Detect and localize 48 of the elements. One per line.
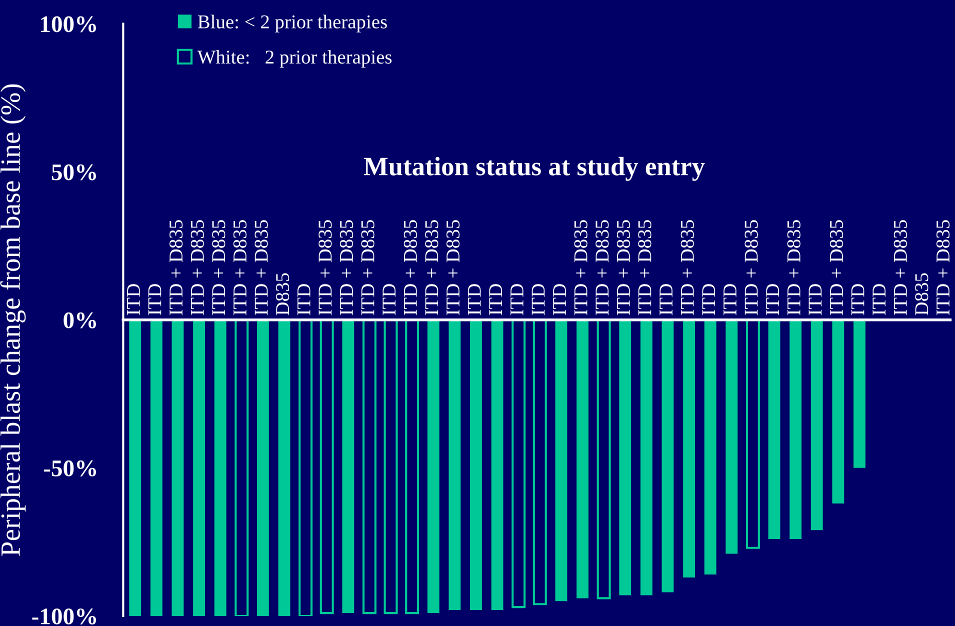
x-tick-label: ITD + D835 xyxy=(169,220,183,316)
x-tick-label: ITD + D835 xyxy=(361,220,374,316)
x-tick-label: ITD + D835 xyxy=(233,220,247,316)
x-tick-label: ITD + D835 xyxy=(894,220,907,316)
x-tick-label: ITD + D835 xyxy=(787,220,800,316)
x-tick-label: ITD + D835 xyxy=(574,220,588,316)
x-tick-label: ITD xyxy=(489,284,502,316)
x-tick-label: ITD xyxy=(532,284,545,316)
x-tick-label: ITD + D835 xyxy=(254,220,268,316)
x-tick-label: ITD + D835 xyxy=(638,220,652,316)
x-tick-label: ITD xyxy=(851,284,864,316)
legend-label: White: 2 prior therapies xyxy=(197,50,392,68)
y-axis-title: Peripheral blast change from base line (%) xyxy=(0,84,26,556)
x-tick-label: ITD xyxy=(510,284,524,316)
x-tick-label: ITD xyxy=(148,284,162,316)
text: Mutation status at study entry xyxy=(364,156,705,181)
x-tick-label: ITD xyxy=(660,284,672,316)
x-tick-label: ITD + D835 xyxy=(596,220,609,316)
x-tick-label: ITD xyxy=(468,284,481,316)
y-tick-label: 0% xyxy=(64,312,96,328)
x-tick-label: ITD + D835 xyxy=(936,220,950,316)
x-tick-label: ITD xyxy=(382,284,396,316)
x-tick-label: ITD + D835 xyxy=(744,220,758,316)
x-tick-label: ITD + D835 xyxy=(446,220,460,316)
x-tick-label: ITD + D835 xyxy=(340,220,354,316)
x-tick-label: ITD + D835 xyxy=(212,220,226,316)
x-tick-label: ITD xyxy=(298,284,310,316)
y-tick-label: -50% xyxy=(44,460,96,476)
x-tick-label: ITD + D835 xyxy=(616,220,630,316)
y-tick-label: -100% xyxy=(32,608,96,624)
x-tick-label: ITD + D835 xyxy=(190,220,204,316)
x-tick-label: ITD xyxy=(872,284,886,316)
x-tick-label: ITD xyxy=(766,284,779,316)
x-tick-label: ITD + D835 xyxy=(680,220,694,316)
x-tick-label: ITD + D835 xyxy=(425,220,438,316)
x-tick-label: ITD + D835 xyxy=(404,220,417,316)
y-tick-label: 100% xyxy=(41,16,96,32)
x-tick-label: ITD + D835 xyxy=(318,220,332,316)
x-tick-label: ITD + D835 xyxy=(830,220,844,316)
x-tick-label: ITD xyxy=(724,284,736,316)
legend-label: Blue: < 2 prior therapies xyxy=(198,14,387,32)
x-tick-label: ITD xyxy=(553,284,566,316)
x-tick-label: ITD xyxy=(127,284,140,316)
x-tick-label: D835 xyxy=(276,273,290,316)
x-tick-label: D835 xyxy=(915,273,928,316)
y-tick-label: 50% xyxy=(52,164,96,180)
x-tick-label: ITD xyxy=(808,284,822,316)
x-tick-label: ITD xyxy=(702,284,716,316)
